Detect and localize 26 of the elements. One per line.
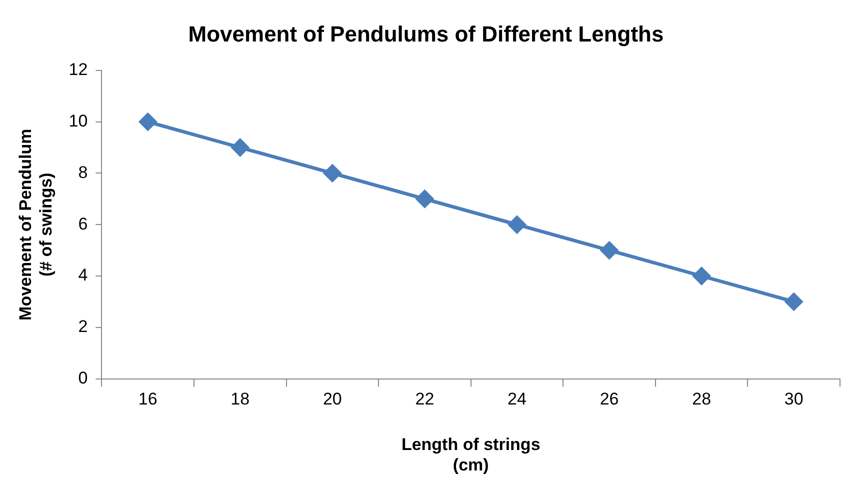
y-tick-label: 6 [78, 214, 88, 234]
chart-title: Movement of Pendulums of Different Lengths [188, 21, 664, 46]
y-tick-label: 12 [68, 60, 88, 80]
y-tick-label: 2 [78, 317, 88, 336]
point [139, 113, 157, 131]
y-tick-label: 4 [78, 266, 88, 285]
x-tick-label: 30 [784, 390, 804, 409]
y-tick-label: 10 [68, 111, 88, 130]
y-tick-label: 0 [78, 368, 88, 388]
x-tick-label: 22 [415, 390, 434, 409]
point [416, 190, 434, 208]
x-tick-label: 26 [600, 390, 619, 409]
x-tick-label: 20 [322, 390, 342, 409]
point [324, 164, 342, 182]
x-tick-label: 28 [692, 390, 712, 409]
point [692, 267, 710, 285]
y-axis-title: Movement of Pendulum (# of swings) [16, 128, 56, 320]
point [785, 292, 803, 310]
x-tick-label: 18 [230, 390, 250, 409]
x-tick-label: 16 [138, 390, 158, 409]
point [600, 242, 618, 260]
x-axis-title: Length of strings (cm) [401, 435, 540, 474]
y-tick-label: 8 [78, 162, 88, 182]
point [508, 216, 526, 234]
x-tick-label: 24 [508, 390, 526, 409]
point [231, 138, 249, 156]
